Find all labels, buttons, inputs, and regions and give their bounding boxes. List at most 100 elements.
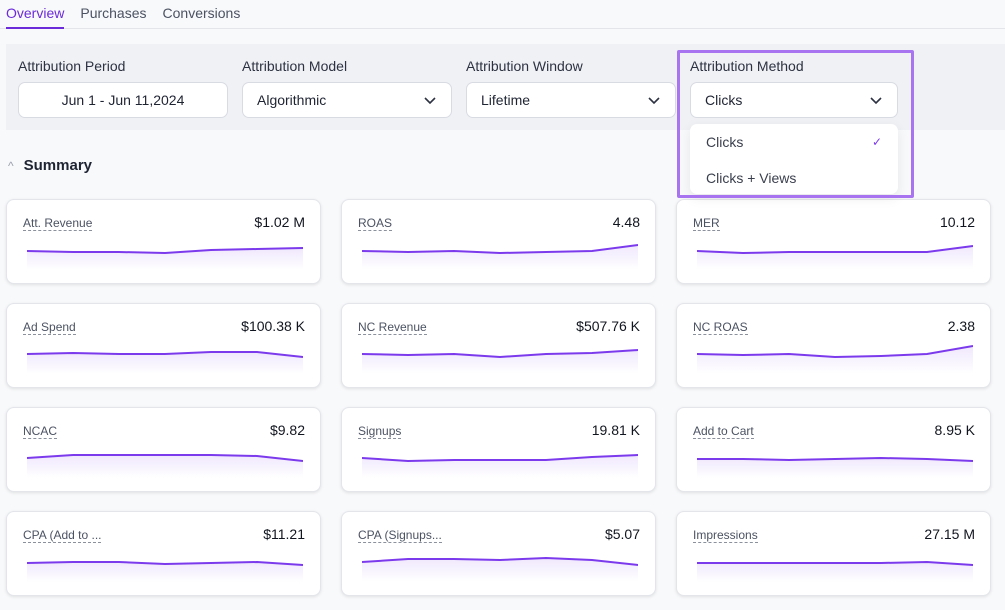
metric-label[interactable]: Signups bbox=[358, 424, 402, 439]
metric-card[interactable]: Add to Cart 8.95 K bbox=[676, 407, 991, 492]
sparkline-line bbox=[697, 560, 973, 566]
sparkline-area bbox=[697, 458, 973, 478]
attribution-period-picker[interactable]: Jun 1 - Jun 11,2024 bbox=[18, 82, 228, 118]
metric-label[interactable]: CPA (Signups... bbox=[358, 528, 442, 543]
attribution-model-select[interactable]: Algorithmic bbox=[242, 82, 452, 118]
attribution-window-label: Attribution Window bbox=[466, 58, 583, 74]
metric-card[interactable]: MER 10.12 bbox=[676, 199, 991, 284]
metric-label[interactable]: CPA (Add to ... bbox=[23, 528, 102, 543]
metric-value: 10.12 bbox=[939, 214, 975, 230]
metric-card[interactable]: ROAS 4.48 bbox=[341, 199, 656, 284]
summary-header[interactable]: ^ Summary bbox=[8, 157, 92, 174]
sparkline-area bbox=[27, 562, 303, 582]
metric-label[interactable]: ROAS bbox=[358, 216, 393, 231]
sparkline-area bbox=[362, 245, 638, 270]
metric-card[interactable]: NC ROAS 2.38 bbox=[676, 303, 991, 388]
tab-bar: Overview Purchases Conversions bbox=[0, 0, 1005, 29]
sparkline bbox=[362, 454, 638, 478]
metric-value: 8.95 K bbox=[934, 422, 975, 438]
sparkline-area bbox=[697, 346, 973, 374]
option-label: Clicks + Views bbox=[706, 170, 797, 186]
metric-label[interactable]: Ad Spend bbox=[23, 320, 76, 335]
metric-value: 2.38 bbox=[947, 318, 975, 334]
metric-value: 19.81 K bbox=[591, 422, 640, 438]
sparkline-line bbox=[697, 456, 973, 462]
attribution-window-group: Attribution Window Lifetime bbox=[466, 58, 676, 118]
sparkline-area bbox=[362, 455, 638, 478]
metric-value: $11.21 bbox=[263, 526, 305, 542]
attribution-method-value: Clicks bbox=[705, 92, 743, 108]
metric-label[interactable]: NCAC bbox=[23, 424, 58, 439]
sparkline bbox=[27, 351, 303, 374]
metric-card[interactable]: Signups 19.81 K bbox=[341, 407, 656, 492]
metric-label[interactable]: Att. Revenue bbox=[23, 216, 93, 231]
sparkline bbox=[697, 345, 973, 374]
attribution-window-value: Lifetime bbox=[481, 92, 531, 108]
metric-card[interactable]: NC Revenue $507.76 K bbox=[341, 303, 656, 388]
sparkline-line bbox=[362, 349, 638, 359]
tab-purchases[interactable]: Purchases bbox=[80, 5, 147, 21]
attribution-method-dropdown: Clicks ✓ Clicks + Views bbox=[690, 124, 898, 194]
chevron-down-icon bbox=[648, 97, 660, 105]
metric-card[interactable]: CPA (Signups... $5.07 bbox=[341, 511, 656, 596]
metric-value: 27.15 M bbox=[924, 526, 975, 542]
sparkline-line bbox=[27, 351, 303, 358]
metric-card[interactable]: Impressions 27.15 M bbox=[676, 511, 991, 596]
metric-value: $507.76 K bbox=[576, 318, 640, 334]
metric-value: $1.02 M bbox=[254, 214, 305, 230]
summary-title: Summary bbox=[23, 157, 93, 174]
sparkline-area bbox=[27, 455, 303, 478]
sparkline-area bbox=[697, 246, 973, 270]
filters-panel: Attribution Period Jun 1 - Jun 11,2024 A… bbox=[6, 44, 1005, 130]
sparkline-line bbox=[362, 454, 638, 463]
sparkline bbox=[362, 244, 638, 270]
sparkline bbox=[27, 247, 303, 270]
sparkline-line bbox=[362, 556, 638, 566]
sparkline-line bbox=[27, 560, 303, 566]
attribution-period-group: Attribution Period Jun 1 - Jun 11,2024 bbox=[18, 58, 228, 118]
sparkline-line bbox=[697, 345, 973, 359]
attribution-method-group: Attribution Method Clicks bbox=[690, 58, 898, 118]
sparkline-line bbox=[697, 245, 973, 255]
sparkline bbox=[697, 245, 973, 270]
tab-conversions[interactable]: Conversions bbox=[162, 5, 241, 21]
metric-card[interactable]: NCAC $9.82 bbox=[6, 407, 321, 492]
sparkline-area bbox=[27, 352, 303, 374]
sparkline bbox=[362, 349, 638, 374]
metric-value: 4.48 bbox=[612, 214, 640, 230]
sparkline bbox=[362, 556, 638, 582]
option-clicks-views[interactable]: Clicks + Views bbox=[690, 160, 898, 196]
sparkline bbox=[697, 456, 973, 478]
metric-label[interactable]: MER bbox=[693, 216, 720, 231]
sparkline-area bbox=[697, 562, 973, 582]
sparkline bbox=[697, 560, 973, 582]
chevron-down-icon bbox=[424, 97, 436, 105]
sparkline bbox=[27, 560, 303, 582]
metric-card[interactable]: Att. Revenue $1.02 M bbox=[6, 199, 321, 284]
option-label: Clicks bbox=[706, 134, 744, 150]
attribution-model-value: Algorithmic bbox=[257, 92, 327, 108]
tab-overview[interactable]: Overview bbox=[6, 0, 65, 29]
option-clicks[interactable]: Clicks ✓ bbox=[690, 124, 898, 160]
metric-value: $5.07 bbox=[604, 526, 640, 542]
sparkline bbox=[27, 454, 303, 478]
sparkline-area bbox=[362, 558, 638, 582]
sparkline-line bbox=[27, 247, 303, 255]
metric-label[interactable]: Impressions bbox=[693, 528, 758, 543]
metric-label[interactable]: NC ROAS bbox=[693, 320, 748, 335]
attribution-method-select[interactable]: Clicks bbox=[690, 82, 898, 118]
sparkline-line bbox=[27, 454, 303, 462]
attribution-model-label: Attribution Model bbox=[242, 58, 348, 74]
metric-card[interactable]: CPA (Add to ... $11.21 bbox=[6, 511, 321, 596]
attribution-model-group: Attribution Model Algorithmic bbox=[242, 58, 452, 118]
metric-label[interactable]: Add to Cart bbox=[693, 424, 754, 439]
chevron-up-icon[interactable]: ^ bbox=[8, 158, 14, 173]
metric-value: $100.38 K bbox=[241, 318, 305, 334]
metric-card[interactable]: Ad Spend $100.38 K bbox=[6, 303, 321, 388]
attribution-window-select[interactable]: Lifetime bbox=[466, 82, 676, 118]
check-icon: ✓ bbox=[871, 135, 882, 149]
sparkline-line bbox=[362, 244, 638, 255]
attribution-period-label: Attribution Period bbox=[18, 58, 126, 74]
metric-label[interactable]: NC Revenue bbox=[358, 320, 427, 335]
attribution-period-value: Jun 1 - Jun 11,2024 bbox=[61, 92, 185, 108]
